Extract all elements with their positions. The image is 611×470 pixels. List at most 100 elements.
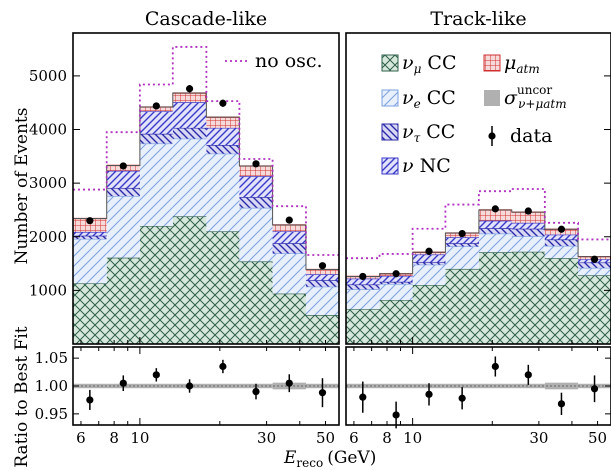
nutau-cc-bar: [272, 243, 306, 254]
legend: no osc. νμ CC νe CC ντ CC ν NC μatm σuncor ν+μa…: [225, 50, 567, 177]
numu-cc-bar: [206, 231, 240, 344]
panel-title: Track-like: [430, 8, 526, 30]
mu-atm-bar: [272, 224, 306, 232]
y-tick-label: 5000: [29, 67, 67, 85]
x-tick-label: 8: [109, 429, 119, 447]
nc-bar: [172, 102, 207, 128]
numu-cc-bar: [379, 300, 413, 344]
nc-bar: [379, 275, 413, 282]
legend-uncor-swatch: [484, 90, 500, 106]
x-tick-label: 10: [130, 429, 149, 447]
ratio-point: [219, 362, 227, 371]
data-point: [185, 85, 194, 93]
stack-group: [73, 46, 339, 344]
numu-cc-bar: [578, 275, 611, 344]
ratio-frame: [345, 346, 611, 426]
data-point: [557, 225, 566, 233]
data-point: [491, 205, 499, 213]
x-tick-label: 50: [316, 429, 335, 447]
legend-nc-label: ν NC: [402, 155, 451, 177]
ratio-point: [318, 389, 327, 397]
nutau-cc-bar: [139, 133, 173, 144]
nue-cc-bar: [412, 264, 446, 286]
nue-cc-bar: [379, 283, 413, 301]
nue-cc-bar: [578, 267, 611, 276]
legend-uncor-label: σuncor ν+μatm: [504, 83, 567, 111]
ratio-point: [425, 390, 433, 398]
nutau-cc-bar: [511, 228, 545, 237]
data-point: [285, 216, 293, 224]
nutau-cc-bar: [346, 284, 380, 290]
numu-cc-bar: [478, 252, 512, 344]
nutau-cc-bar: [206, 145, 240, 154]
ratio-point: [458, 394, 466, 402]
nutau-cc-bar: [305, 280, 339, 287]
ratio-point: [119, 379, 127, 387]
legend-data-marker: [488, 132, 496, 140]
data-point: [392, 270, 400, 278]
y-axis-label: Number of Events: [12, 108, 32, 265]
ratio-point: [185, 382, 194, 390]
uncor-band: [544, 382, 579, 390]
numu-cc-bar: [305, 315, 339, 344]
x-tick-label: 6: [349, 429, 359, 447]
nue-cc-bar: [511, 236, 545, 252]
x-axis-label: Ereco (GeV): [283, 448, 376, 470]
nc-bar: [346, 278, 380, 285]
nc-bar: [139, 111, 173, 134]
uncor-band: [379, 383, 413, 389]
numu-cc-bar: [239, 261, 273, 344]
legend-mu-atm-swatch: [483, 54, 501, 72]
mu-atm-bar: [239, 165, 273, 177]
track-like-panel: Track-like 6 8 10 30 50: [345, 8, 611, 447]
nc-bar: [272, 231, 306, 244]
ratio-point: [590, 385, 599, 393]
ratio-tick-label: 1.00: [35, 377, 68, 395]
nue-cc-bar: [206, 153, 240, 232]
ratio-point: [252, 387, 260, 396]
numu-cc-bar: [106, 257, 140, 344]
ratio-point: [359, 393, 367, 401]
numu-cc-bar: [445, 268, 479, 344]
legend-nue-cc-label: νe CC: [402, 87, 456, 111]
mu-atm-bar: [172, 93, 207, 103]
nue-cc-bar: [172, 138, 207, 217]
nc-bar: [73, 231, 107, 236]
numu-cc-bar: [73, 283, 107, 344]
nc-bar: [445, 237, 479, 244]
legend-nc-swatch: [381, 157, 399, 175]
legend-nue-cc-swatch: [381, 89, 399, 107]
data-point: [119, 162, 127, 170]
x-tick-label: 30: [257, 429, 276, 447]
nutau-cc-bar: [379, 281, 413, 284]
nutau-cc-bar: [544, 239, 579, 246]
data-point: [219, 99, 227, 107]
x-tick-label: 30: [529, 429, 548, 447]
mu-atm-bar: [511, 212, 545, 223]
nue-cc-bar: [544, 245, 579, 259]
data-point: [252, 160, 260, 168]
nc-bar: [412, 254, 446, 262]
nutau-cc-bar: [412, 261, 446, 265]
nue-cc-bar: [73, 238, 107, 284]
numu-cc-bar: [511, 251, 545, 344]
ratio-point: [557, 400, 566, 408]
y-tick-label: 2000: [29, 228, 67, 246]
legend-numu-cc-label: νμ CC: [402, 52, 457, 76]
nc-bar: [206, 127, 240, 146]
ratio-point: [392, 411, 400, 419]
numu-cc-bar: [172, 216, 207, 344]
data-point: [359, 272, 367, 281]
ratio-tick-label: 1.05: [35, 349, 68, 367]
nutau-cc-bar: [73, 235, 107, 239]
data-point: [590, 255, 599, 263]
mu-atm-bar: [305, 269, 339, 275]
nc-bar: [511, 222, 545, 229]
nue-cc-bar: [239, 207, 273, 262]
data-point: [425, 247, 433, 255]
nutau-cc-bar: [478, 228, 512, 234]
ratio-point: [491, 362, 499, 371]
nutau-cc-bar: [106, 187, 140, 197]
numu-cc-bar: [412, 285, 446, 344]
